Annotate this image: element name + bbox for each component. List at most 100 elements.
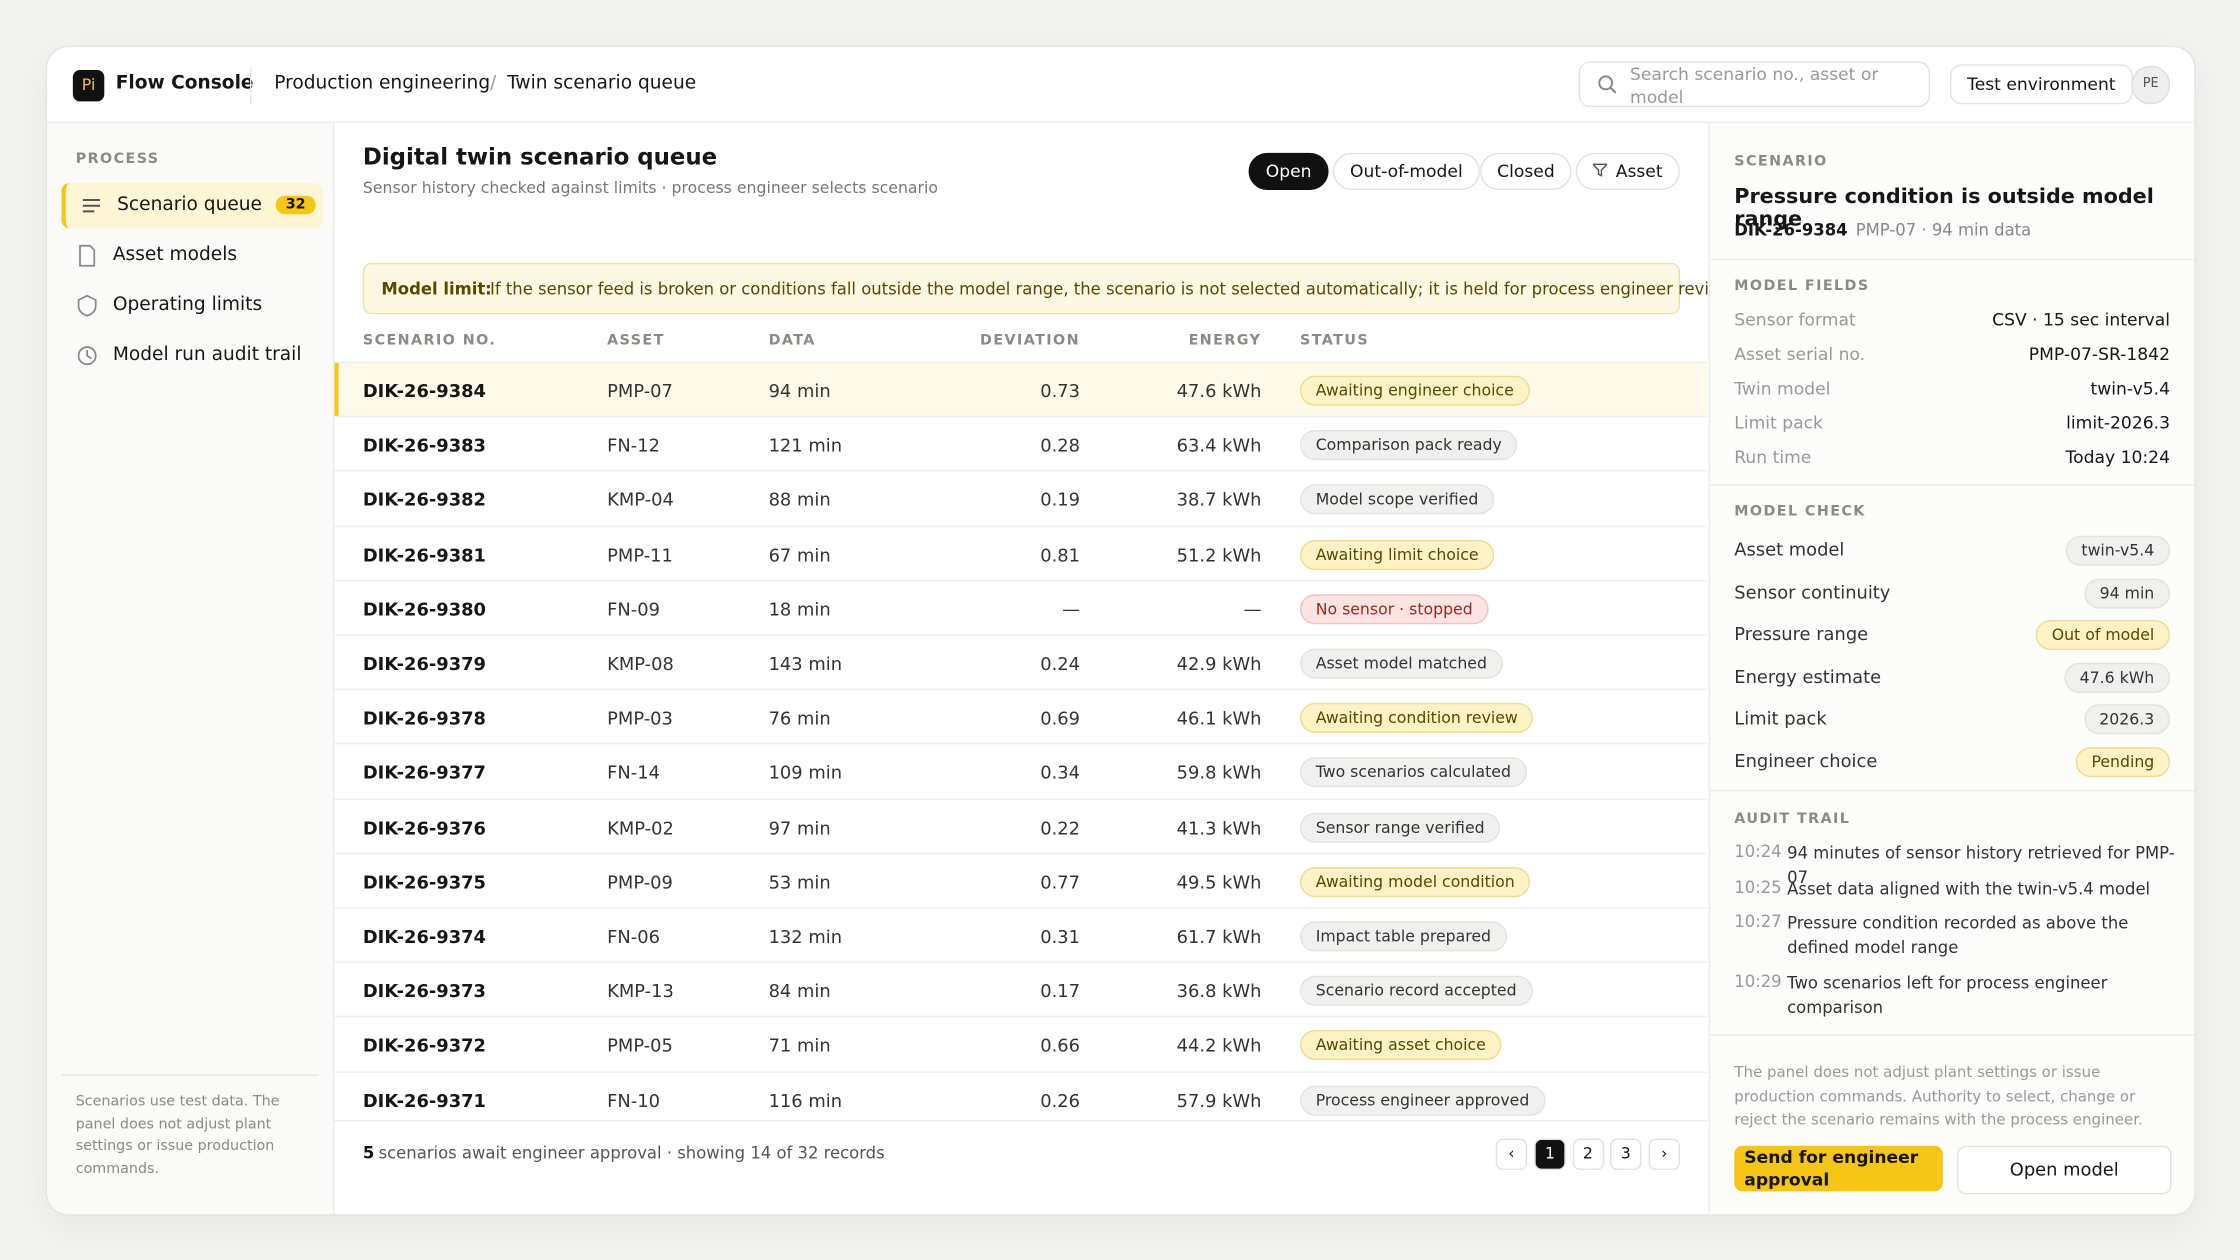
table-row[interactable]: DIK-26-9382 KMP-04 88 min 0.19 38.7 kWh Model… xyxy=(334,470,1708,527)
cell-deviation: 0.26 xyxy=(1040,1089,1080,1111)
filter-button[interactable]: Closed xyxy=(1479,152,1572,190)
table-row[interactable]: DIK-26-9372 PMP-05 71 min 0.66 44.2 kWh Await… xyxy=(334,1016,1708,1072)
page-button[interactable]: 2 xyxy=(1572,1138,1604,1170)
status-badge: Sensor range verified xyxy=(1299,812,1501,843)
nav-badge: 32 xyxy=(275,195,316,215)
cell-id: DIK-26-9378 xyxy=(362,707,487,729)
audit-time: 10:29 xyxy=(1734,971,1782,992)
audit-time: 10:25 xyxy=(1734,877,1782,898)
status-badge: Process engineer approved xyxy=(1299,1085,1546,1116)
page-button[interactable]: 1 xyxy=(1534,1138,1566,1170)
table-row[interactable]: DIK-26-9380 FN-09 18 min — — No sensor · stop… xyxy=(334,579,1708,636)
table-row[interactable]: DIK-26-9381 PMP-11 67 min 0.81 51.2 kWh Await… xyxy=(334,525,1708,581)
cell-deviation: 0.22 xyxy=(1040,816,1080,838)
nav-item[interactable]: Model run audit trail xyxy=(61,333,318,379)
filter-label: Open xyxy=(1265,161,1312,182)
summary-text: scenarios await engineer approval · show… xyxy=(378,1142,885,1163)
avatar[interactable]: PE xyxy=(2131,65,2170,105)
cell-data: 88 min xyxy=(768,489,831,511)
cell-energy: 38.7 kWh xyxy=(1176,489,1262,511)
app-window: Pi Flow Console Production engineering / Twi… xyxy=(45,45,2196,1216)
check-value: 94 min xyxy=(2083,577,2170,608)
cell-data: 94 min xyxy=(768,379,831,402)
nav-label: Model run audit trail xyxy=(112,344,302,366)
table-row[interactable]: DIK-26-9373 KMP-13 84 min 0.17 36.8 kWh Scena… xyxy=(334,961,1708,1018)
nav-item[interactable]: Scenario queue 32 xyxy=(61,182,323,229)
primary-button[interactable]: Send for engineer approval xyxy=(1734,1145,1943,1192)
environment-button[interactable]: Test environment xyxy=(1949,64,2133,105)
table-row[interactable]: DIK-26-9375 PMP-09 53 min 0.77 49.5 kWh Await… xyxy=(334,852,1708,909)
notice-label: Model limit: xyxy=(381,278,492,299)
field-value: PMP-07-SR-1842 xyxy=(2028,344,2170,365)
check-label: Energy estimate xyxy=(1734,665,1882,687)
nav-label: Asset models xyxy=(112,244,238,266)
cell-id: DIK-26-9373 xyxy=(362,980,487,1002)
cell-deviation: 0.73 xyxy=(1040,379,1080,402)
cell-id: DIK-26-9377 xyxy=(362,761,487,784)
cell-deviation: 0.34 xyxy=(1040,761,1080,784)
nav-item[interactable]: Asset models xyxy=(61,233,318,279)
cell-energy: 41.3 kWh xyxy=(1176,816,1262,838)
cell-energy: 57.9 kWh xyxy=(1176,1089,1262,1111)
breadcrumb-item[interactable]: Production engineering xyxy=(274,72,491,95)
table-row[interactable]: DIK-26-9374 FN-06 132 min 0.31 61.7 kWh Impac… xyxy=(334,907,1708,963)
cell-asset: PMP-09 xyxy=(607,871,673,893)
breadcrumb-item[interactable]: Twin scenario queue xyxy=(507,72,697,95)
check-label: Asset model xyxy=(1734,538,1845,560)
cell-energy: 42.9 kWh xyxy=(1176,652,1262,675)
table-row[interactable]: DIK-26-9377 FN-14 109 min 0.34 59.8 kWh Two s… xyxy=(334,743,1708,799)
cell-id: DIK-26-9371 xyxy=(362,1089,487,1111)
page-button[interactable]: › xyxy=(1648,1138,1680,1170)
audit-text: 94 minutes of sensor history retrieved f… xyxy=(1787,842,2175,888)
cell-energy: 46.1 kWh xyxy=(1176,707,1262,729)
cell-id: DIK-26-9380 xyxy=(362,598,487,620)
table-row[interactable]: DIK-26-9378 PMP-03 76 min 0.69 46.1 kWh Await… xyxy=(334,688,1708,745)
search-box[interactable]: Search scenario no., asset or model xyxy=(1578,61,1930,108)
status-badge: Awaiting asset choice xyxy=(1299,1030,1502,1061)
filter-label: Out-of-model xyxy=(1349,161,1463,182)
nav-icon xyxy=(79,244,96,267)
filter-icon xyxy=(1591,163,1609,177)
filter-button[interactable]: Asset xyxy=(1575,152,1680,190)
cell-deviation: 0.28 xyxy=(1040,434,1080,456)
secondary-button[interactable]: Open model xyxy=(1957,1145,2172,1195)
filter-button[interactable]: Open xyxy=(1248,152,1329,190)
page-button[interactable]: 3 xyxy=(1609,1138,1642,1170)
status-badge: Awaiting limit choice xyxy=(1299,539,1495,570)
check-label: Pressure range xyxy=(1734,623,1869,645)
cell-data: 18 min xyxy=(768,598,831,620)
field-value: twin-v5.4 xyxy=(2090,378,2170,399)
nav-item[interactable]: Operating limits xyxy=(61,283,318,329)
cell-data: 143 min xyxy=(768,652,843,675)
status-badge: Awaiting engineer choice xyxy=(1299,375,1530,406)
search-icon xyxy=(1598,75,1617,94)
column-header: DATA xyxy=(768,332,816,349)
audit-text: Asset data aligned with the twin-v5.4 mo… xyxy=(1787,878,2151,899)
cell-deviation: 0.24 xyxy=(1040,652,1080,675)
status-badge: Asset model matched xyxy=(1299,648,1503,679)
audit-text: Two scenarios left for process engineer … xyxy=(1787,972,2108,1018)
cell-asset: PMP-11 xyxy=(607,543,673,566)
status-badge: Impact table prepared xyxy=(1299,921,1507,952)
filter-button[interactable]: Out-of-model xyxy=(1332,152,1480,190)
cell-data: 109 min xyxy=(768,761,843,784)
summary-count: 5 xyxy=(362,1142,375,1163)
sidebar: PROCESS Scenario queue 32 Asset models Opera… xyxy=(47,122,335,1215)
audit-time: 10:27 xyxy=(1734,911,1782,932)
divider xyxy=(249,67,252,105)
table-row[interactable]: DIK-26-9371 FN-10 116 min 0.26 57.9 kWh Proce… xyxy=(334,1070,1708,1127)
check-value: Out of model xyxy=(2036,620,2170,651)
table-row[interactable]: DIK-26-9383 FN-12 121 min 0.28 63.4 kWh Compa… xyxy=(334,415,1708,472)
cell-energy: 49.5 kWh xyxy=(1176,871,1262,893)
table-row[interactable]: DIK-26-9379 KMP-08 143 min 0.24 42.9 kWh Asse… xyxy=(334,634,1708,690)
detail-title: Pressure condition is outside model rang… xyxy=(1734,185,2154,232)
field-value: limit-2026.3 xyxy=(2066,412,2170,433)
column-header: ASSET xyxy=(607,332,665,349)
cell-data: 84 min xyxy=(768,980,831,1002)
divider xyxy=(1709,484,2195,486)
table-row[interactable]: DIK-26-9384 PMP-07 94 min 0.73 47.6 kWh Await… xyxy=(334,361,1708,418)
cell-asset: KMP-08 xyxy=(607,652,674,675)
table-row[interactable]: DIK-26-9376 KMP-02 97 min 0.22 41.3 kWh Senso… xyxy=(334,797,1708,854)
status-badge: Comparison pack ready xyxy=(1299,430,1518,461)
page-button[interactable]: ‹ xyxy=(1495,1138,1528,1170)
